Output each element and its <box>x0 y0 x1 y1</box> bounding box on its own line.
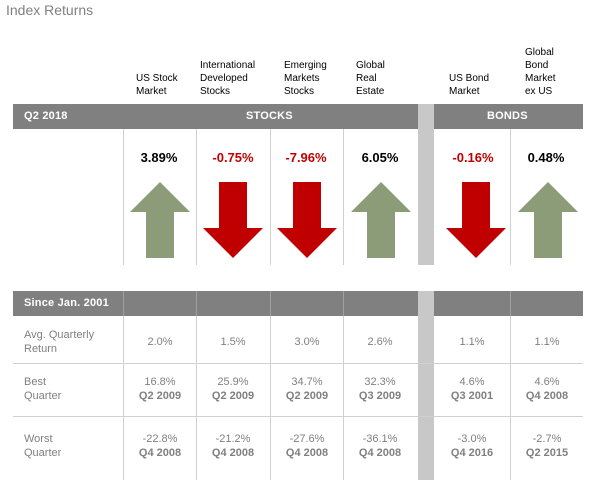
return-value-emerging: -7.96% <box>285 150 327 165</box>
stocks-header-bar <box>13 104 418 129</box>
row-divider <box>13 416 583 417</box>
down-arrow-icon <box>203 182 263 258</box>
table-cell: 1.1% <box>534 336 560 348</box>
return-value-global-bond: 0.48% <box>527 150 565 165</box>
column-header-emerging: Emerging Markets Stocks <box>284 60 327 97</box>
divider <box>123 316 124 480</box>
divider <box>510 316 511 480</box>
divider <box>510 291 511 316</box>
up-arrow-shape <box>130 182 190 258</box>
divider <box>196 291 197 316</box>
table-cell: -27.6% Q4 2008 <box>285 433 329 459</box>
up-arrow-icon <box>351 182 411 258</box>
table-cell: 16.8% Q2 2009 <box>138 376 182 402</box>
since-label: Since Jan. 2001 <box>24 297 109 309</box>
page-title: Index Returns <box>6 2 94 18</box>
period-label: Q2 2018 <box>24 110 68 122</box>
table-cell: -36.1% Q4 2008 <box>358 433 402 459</box>
up-arrow-shape <box>351 182 411 258</box>
table-cell: 2.6% <box>367 336 393 348</box>
header-separator <box>418 104 434 129</box>
bonds-label: BONDS <box>487 110 528 122</box>
table-cell: 1.5% <box>220 336 246 348</box>
return-value-us-stock: 3.89% <box>140 150 178 165</box>
table-cell: -22.8% Q4 2008 <box>138 433 182 459</box>
column-separator <box>418 129 434 265</box>
column-header-us-bond: US Bond Market <box>449 73 490 97</box>
row-label-worst-quarter: Worst Quarter <box>24 433 62 459</box>
bonds-header-bar <box>434 104 583 129</box>
row-label-best-quarter: Best Quarter <box>24 376 62 402</box>
table-cell: -2.7% Q2 2015 <box>525 433 569 459</box>
up-arrow-icon <box>518 182 578 258</box>
down-arrow-shape <box>203 182 263 258</box>
table-separator <box>418 316 434 480</box>
divider <box>343 129 344 265</box>
return-value-intl-developed: -0.75% <box>212 150 254 165</box>
down-arrow-icon <box>446 182 506 258</box>
divider <box>196 129 197 265</box>
table-cell: 4.6% Q4 2008 <box>525 376 569 402</box>
divider <box>196 316 197 480</box>
divider <box>123 129 124 265</box>
table-cell: 32.3% Q3 2009 <box>358 376 402 402</box>
since-header-bar <box>13 291 418 316</box>
divider <box>343 291 344 316</box>
table-cell: 34.7% Q2 2009 <box>285 376 329 402</box>
table-cell: 4.6% Q3 2001 <box>450 376 494 402</box>
table-cell: -21.2% Q4 2008 <box>211 433 255 459</box>
row-label-avg-quarterly: Avg. Quarterly Return <box>24 329 95 355</box>
divider <box>343 316 344 480</box>
divider <box>270 129 271 265</box>
down-arrow-shape <box>446 182 506 258</box>
table-cell: 1.1% <box>459 336 485 348</box>
since-separator <box>418 291 434 316</box>
down-arrow-shape <box>277 182 337 258</box>
divider <box>270 316 271 480</box>
row-divider <box>13 363 583 364</box>
since-header-bar-bonds <box>434 291 583 316</box>
table-cell: 2.0% <box>147 336 173 348</box>
column-header-global-real-estate: Global Real Estate <box>356 60 385 97</box>
up-arrow-icon <box>130 182 190 258</box>
down-arrow-icon <box>277 182 337 258</box>
stocks-label: STOCKS <box>246 110 293 122</box>
table-cell: 3.0% <box>294 336 320 348</box>
return-value-global-real-estate: 6.05% <box>361 150 399 165</box>
column-header-us-stock: US Stock Market <box>136 73 178 97</box>
divider <box>510 129 511 265</box>
return-value-us-bond: -0.16% <box>452 150 494 165</box>
up-arrow-shape <box>518 182 578 258</box>
column-header-global-bond: Global Bond Market ex US <box>525 47 556 97</box>
divider <box>270 291 271 316</box>
column-header-intl-developed: International Developed Stocks <box>200 60 256 97</box>
divider <box>123 291 124 316</box>
table-cell: -3.0% Q4 2016 <box>450 433 494 459</box>
table-cell: 25.9% Q2 2009 <box>211 376 255 402</box>
